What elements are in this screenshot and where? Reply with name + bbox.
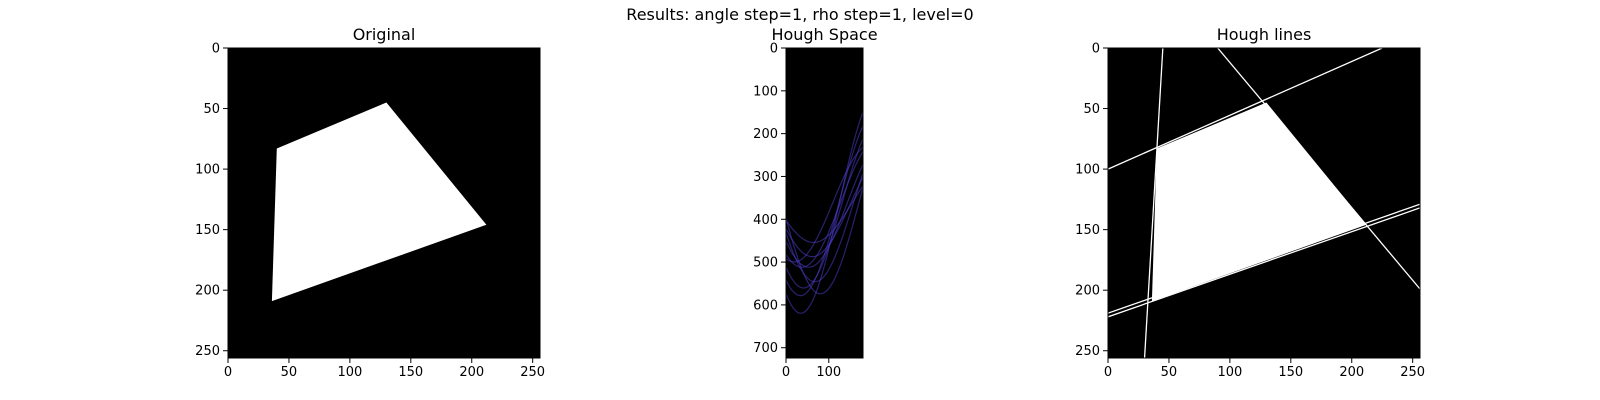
subplot-1: Original 0 50 100 150 200 250 0 50 100 150 200 250 bbox=[195, 25, 545, 380]
hough-curve bbox=[786, 187, 863, 295]
x-tick-label: 150 bbox=[398, 365, 423, 380]
y-tick-label: 150 bbox=[1075, 223, 1100, 238]
y-tick-label: 0 bbox=[1092, 42, 1100, 57]
subplot-3: Hough lines 0 50 100 150 200 250 0 50 100 150 200 25… bbox=[1075, 25, 1425, 380]
x-tick-label: 250 bbox=[1400, 365, 1425, 380]
x-tick-label: 0 bbox=[1104, 365, 1112, 380]
y-tick-label: 100 bbox=[1075, 163, 1100, 178]
x-tick-label: 50 bbox=[1161, 365, 1178, 380]
hough-curve bbox=[786, 177, 863, 258]
hough-line-3 bbox=[1217, 48, 1420, 290]
hough-line-2 bbox=[1108, 48, 1383, 170]
white-quadrilateral bbox=[271, 102, 487, 302]
hough-curve bbox=[786, 111, 863, 314]
x-tick-label: 100 bbox=[816, 365, 841, 380]
x-tick-label: 100 bbox=[1217, 365, 1242, 380]
hough-curve bbox=[786, 151, 863, 268]
hough-curve bbox=[786, 172, 863, 283]
x-tick-label: 250 bbox=[520, 365, 545, 380]
x-tick-label: 200 bbox=[1339, 365, 1364, 380]
image-content bbox=[786, 111, 863, 314]
y-tick-label: 150 bbox=[195, 223, 220, 238]
y-tick-label: 50 bbox=[203, 102, 220, 117]
axes-frame bbox=[227, 47, 541, 359]
y-tick-label: 250 bbox=[195, 344, 220, 359]
white-quadrilateral bbox=[1151, 102, 1367, 302]
x-tick-label: 50 bbox=[281, 365, 298, 380]
y-tick-label: 50 bbox=[1083, 102, 1100, 117]
axes-frame bbox=[785, 47, 864, 359]
image-content bbox=[1108, 48, 1420, 358]
y-tick-label: 600 bbox=[753, 298, 778, 313]
y-tick-label: 500 bbox=[753, 256, 778, 271]
hough-line-4 bbox=[1108, 203, 1420, 314]
y-tick-label: 200 bbox=[195, 284, 220, 299]
subplot-title: Hough lines bbox=[1217, 25, 1312, 44]
hough-line-5 bbox=[1108, 207, 1420, 318]
y-tick-label: 400 bbox=[753, 213, 778, 228]
y-tick-label: 0 bbox=[212, 42, 220, 57]
subplot-title: Original bbox=[353, 25, 416, 44]
x-tick-label: 0 bbox=[224, 365, 232, 380]
figure-title: Results: angle step=1, rho step=1, level… bbox=[626, 5, 974, 24]
y-tick-label: 0 bbox=[770, 42, 778, 57]
hough-curve bbox=[786, 138, 863, 289]
y-tick-label: 300 bbox=[753, 170, 778, 185]
y-tick-label: 700 bbox=[753, 341, 778, 356]
hough-curve bbox=[786, 125, 863, 297]
image-content bbox=[271, 102, 487, 302]
y-tick-label: 100 bbox=[195, 163, 220, 178]
subplot-title: Hough Space bbox=[771, 25, 877, 44]
y-tick-label: 250 bbox=[1075, 344, 1100, 359]
y-tick-label: 200 bbox=[1075, 284, 1100, 299]
y-tick-label: 200 bbox=[753, 127, 778, 142]
axes-frame bbox=[1107, 47, 1421, 359]
x-tick-label: 100 bbox=[337, 365, 362, 380]
hough-curve bbox=[786, 185, 863, 243]
y-tick-label: 100 bbox=[753, 84, 778, 99]
x-tick-label: 0 bbox=[782, 365, 790, 380]
x-tick-label: 200 bbox=[459, 365, 484, 380]
x-tick-label: 150 bbox=[1278, 365, 1303, 380]
hough-line-1 bbox=[1143, 48, 1164, 358]
